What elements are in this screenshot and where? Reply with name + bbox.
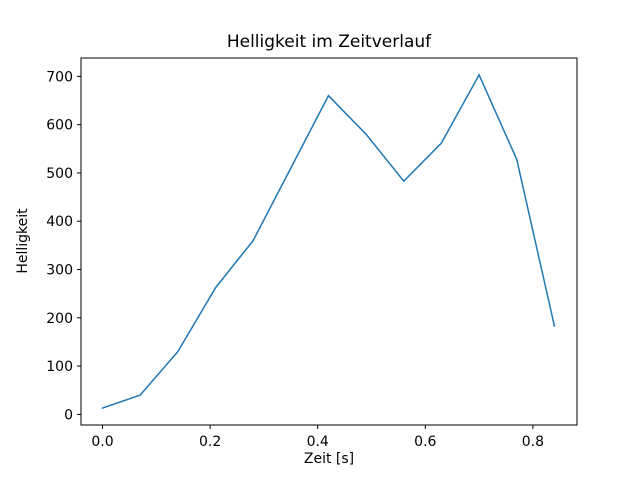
y-tick-label: 500: [46, 166, 73, 182]
y-tick-label: 400: [46, 214, 73, 230]
y-tick-label: 200: [46, 311, 73, 327]
line-series-layer: [101, 73, 556, 410]
x-axis-label: Zeit [s]: [304, 451, 354, 467]
y-tick-label: 700: [46, 69, 73, 85]
y-tick-label: 100: [46, 359, 73, 375]
x-tick-label: 0.2: [199, 434, 221, 450]
axes-layer: 0.0 0.2 0.4 0.6 0.8 0 100 200 300 400 500 600 700: [46, 57, 578, 450]
y-tick-label: 600: [46, 118, 73, 134]
x-tick-label: 0.0: [91, 434, 113, 450]
axes-frame: [80, 57, 578, 426]
y-axis-label: Helligkeit: [15, 208, 31, 274]
brightness-line-series: [101, 73, 556, 410]
x-tick-label: 0.6: [414, 434, 436, 450]
y-tick-label: 0: [64, 407, 73, 423]
x-tick-label: 0.4: [307, 434, 329, 450]
chart-title: Helligkeit im Zeitverlauf: [227, 32, 432, 52]
y-tick-label: 300: [46, 263, 73, 279]
x-tick-label: 0.8: [522, 434, 544, 450]
